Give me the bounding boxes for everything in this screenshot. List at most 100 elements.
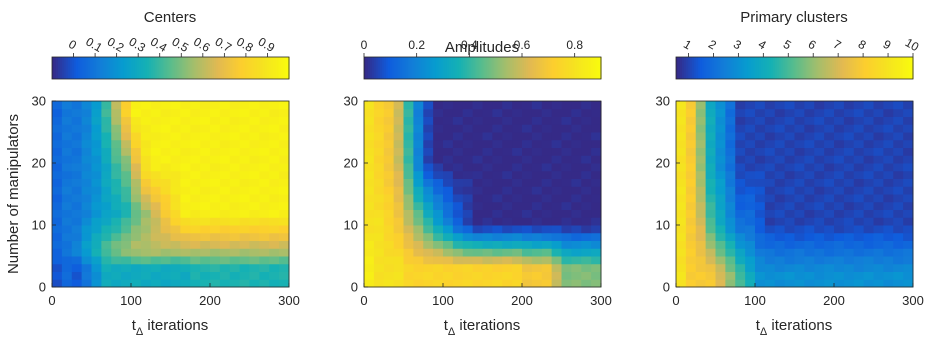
heatmap-cell xyxy=(804,248,815,257)
heatmap-cell xyxy=(403,225,414,234)
heatmap-cell xyxy=(745,271,756,280)
heatmap-cell xyxy=(140,279,152,288)
heatmap-cell xyxy=(735,201,746,210)
heatmap-cell xyxy=(239,248,250,257)
heatmap-cell xyxy=(755,279,766,288)
colorbar-step xyxy=(705,57,709,79)
heatmap-cell xyxy=(140,186,152,195)
heatmap-cell xyxy=(676,139,687,148)
heatmap-cell xyxy=(71,279,83,288)
colorbar-step xyxy=(61,57,65,79)
heatmap-cell xyxy=(482,271,493,280)
colorbar-step xyxy=(375,57,379,79)
heatmap-cell xyxy=(745,263,756,272)
heatmap-cell xyxy=(413,186,424,195)
colorbar-step xyxy=(545,57,549,79)
heatmap-cell xyxy=(541,263,553,272)
heatmap-cell xyxy=(755,201,766,210)
heatmap-cell xyxy=(373,232,385,241)
heatmap-cell xyxy=(229,232,241,241)
heatmap-cell xyxy=(71,116,83,125)
heatmap-cell xyxy=(279,155,290,164)
heatmap-cell xyxy=(71,201,83,210)
colorbar-step xyxy=(57,57,61,79)
colorbar-step xyxy=(158,57,162,79)
heatmap-cell xyxy=(591,279,602,288)
heatmap-cell xyxy=(764,263,776,272)
colorbar-step xyxy=(435,57,438,79)
heatmap-cell xyxy=(229,178,241,187)
heatmap-cell xyxy=(745,225,756,234)
heatmap-cell xyxy=(522,271,533,280)
heatmap-cell xyxy=(403,132,414,141)
heatmap-cell xyxy=(413,178,424,187)
heatmap-cell xyxy=(561,209,572,218)
heatmap-cell xyxy=(591,178,602,187)
plot-frame xyxy=(51,100,290,288)
colorbar-tick-label: 5 xyxy=(781,37,794,53)
heatmap-cell xyxy=(695,186,707,195)
heatmap-cell xyxy=(705,178,716,187)
heatmap-cell xyxy=(101,271,112,280)
colorbar-step xyxy=(689,57,693,79)
heatmap-cell xyxy=(863,279,874,288)
colorbar-step xyxy=(115,57,118,79)
heatmap-cell xyxy=(843,263,855,272)
colorbar-step xyxy=(365,57,369,79)
heatmap-cell xyxy=(210,178,221,187)
heatmap-cell xyxy=(735,186,746,195)
heatmap-cell xyxy=(239,139,250,148)
colorbar-step xyxy=(508,57,511,79)
heatmap-cell xyxy=(210,108,221,117)
heatmap-cell xyxy=(735,225,746,234)
heatmap-cell xyxy=(764,147,776,156)
heatmap-cell xyxy=(883,147,894,156)
heatmap-cell xyxy=(200,232,211,241)
heatmap-cell xyxy=(393,194,404,203)
heatmap-cell xyxy=(853,240,865,249)
heatmap-cell xyxy=(531,194,543,203)
heatmap-cell xyxy=(249,209,260,218)
heatmap-cell xyxy=(883,201,894,210)
heatmap-cell xyxy=(883,194,894,203)
heatmap-cell xyxy=(512,155,523,164)
heatmap-cell xyxy=(853,124,865,133)
colorbar-step xyxy=(553,57,557,79)
heatmap-cell xyxy=(774,147,786,156)
heatmap-cell xyxy=(676,240,687,249)
heatmap-cell xyxy=(121,178,132,187)
heatmap-cell xyxy=(893,132,904,141)
heatmap-cell xyxy=(715,108,726,117)
heatmap-cell xyxy=(893,139,904,148)
heatmap-cell xyxy=(170,217,181,226)
heatmap-cell xyxy=(492,263,503,272)
heatmap-cell xyxy=(413,155,424,164)
heatmap-cell xyxy=(81,147,92,156)
colorbar-step xyxy=(557,57,561,79)
heatmap-cell xyxy=(443,240,454,249)
heatmap-cell xyxy=(794,209,805,218)
heatmap-cell xyxy=(843,170,855,179)
heatmap-cell xyxy=(101,116,112,125)
colorbar-step xyxy=(782,57,786,79)
heatmap-cell xyxy=(531,263,543,272)
heatmap-cell xyxy=(472,240,483,249)
heatmap-cell xyxy=(462,279,474,288)
heatmap-cell xyxy=(219,116,231,125)
heatmap-cell xyxy=(843,209,855,218)
colorbar-step xyxy=(749,57,752,79)
heatmap-cell xyxy=(561,163,572,172)
heatmap-cell xyxy=(893,101,904,110)
heatmap-cell xyxy=(834,163,845,172)
heatmap-cell xyxy=(531,232,543,241)
colorbar-step xyxy=(790,57,794,79)
colorbar-tick-label: 0.6 xyxy=(191,34,213,55)
heatmap-cell xyxy=(462,147,474,156)
heatmap-cell xyxy=(150,263,162,272)
heatmap-cell xyxy=(229,132,241,141)
y-tick-label: 0 xyxy=(39,280,46,295)
heatmap-cell xyxy=(373,271,385,280)
heatmap-cell xyxy=(229,248,241,257)
colorbar-step xyxy=(691,57,695,79)
heatmap-cell xyxy=(259,209,270,218)
